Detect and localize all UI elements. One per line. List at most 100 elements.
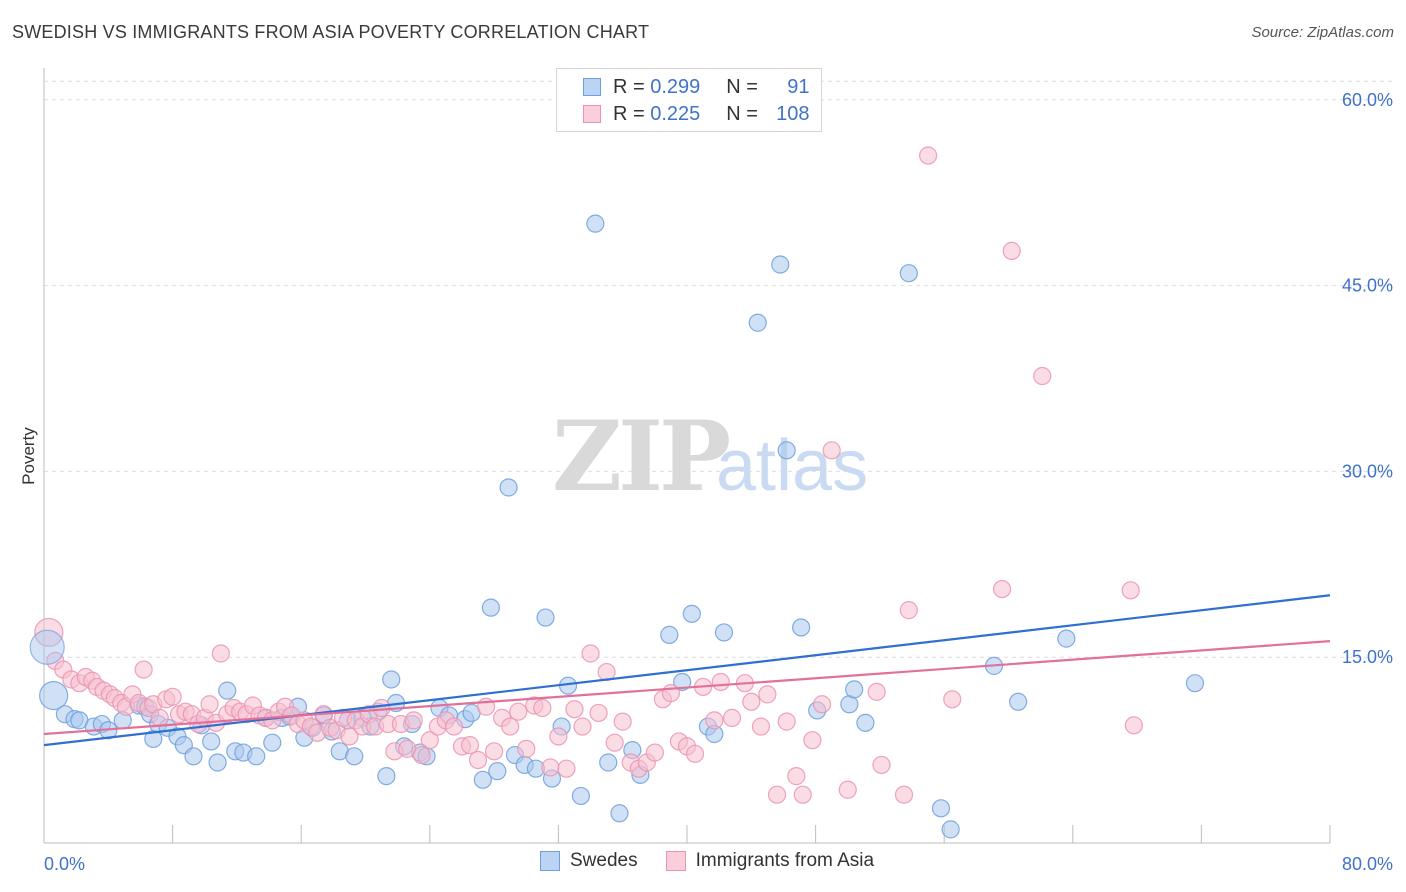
asia-point (803, 731, 822, 750)
asia-point (549, 727, 568, 746)
asia-point (501, 717, 520, 736)
asia-legend-label: Immigrants from Asia (695, 850, 875, 871)
asia-point (919, 146, 938, 165)
grid-lines (44, 80, 1392, 658)
swedes-point (899, 264, 918, 283)
data-points (29, 146, 1205, 839)
asia-point (340, 727, 359, 746)
chart-title: SWEDISH VS IMMIGRANTS FROM ASIA POVERTY … (12, 22, 650, 42)
swedes-point (571, 786, 591, 806)
asia-point (787, 767, 806, 786)
swedes-point (586, 214, 605, 233)
swedes-point (208, 753, 227, 772)
asia-n-value: 108 (776, 102, 810, 125)
swedes-point (499, 478, 518, 497)
asia-point (468, 750, 488, 770)
asia-n-label: N = (726, 102, 758, 125)
swedes-point (1185, 674, 1205, 693)
asia-point (685, 744, 705, 763)
y-axis-label: Poverty (19, 427, 38, 485)
source-label: Source: ZipAtlas.com (1251, 24, 1394, 41)
asia-point (661, 684, 681, 703)
swedes-point (39, 680, 69, 711)
swedes-legend-label: Swedes (570, 850, 638, 871)
correlation-legend: R = 0.299 N = 91 R = 0.225 N = 108 (556, 68, 822, 132)
asia-point (517, 739, 536, 758)
asia-point (420, 731, 439, 750)
asia-point (1033, 366, 1052, 386)
swedes-point (377, 767, 396, 786)
y-tick-label: 60.0% (1342, 90, 1393, 110)
swedes-point (714, 623, 734, 642)
asia-point (992, 579, 1012, 599)
swedes-point (856, 713, 875, 732)
x-tick-label-min: 0.0% (44, 854, 85, 874)
swedes-point (184, 747, 203, 766)
swedes-point (218, 681, 237, 700)
asia-point (1124, 716, 1143, 735)
x-tick-label-max: 80.0% (1342, 854, 1393, 874)
axes (43, 68, 1331, 844)
swedes-trend-line (43, 594, 1331, 747)
swedes-n-value: 91 (787, 75, 810, 98)
swedes-point (1057, 629, 1076, 648)
swedes-point (1009, 692, 1028, 711)
asia-point (444, 717, 464, 736)
swedes-r-value: 0.299 (650, 75, 701, 98)
asia-point (758, 685, 777, 704)
asia-point (581, 644, 600, 663)
asia-point (460, 736, 480, 755)
asia-point (150, 708, 169, 727)
swedes-point (599, 753, 618, 772)
asia-point (533, 698, 552, 718)
asia-point (573, 717, 592, 736)
asia-point (645, 743, 664, 762)
swedes-swatch (583, 78, 601, 96)
swedes-point (345, 747, 364, 766)
asia-point (722, 708, 742, 727)
asia-point (767, 785, 787, 804)
asia-point (211, 644, 230, 663)
watermark-zip: ZIP (552, 400, 729, 513)
asia-point (711, 672, 730, 692)
swedes-point (488, 762, 507, 781)
asia-point (163, 687, 182, 706)
legend-row-asia: R = 0.225 N = 108 (583, 101, 810, 127)
swedes-n-label: N = (726, 75, 758, 98)
legend-row-swedes: R = 0.299 N = 91 (583, 74, 810, 100)
tick-labels: 15.0% 30.0% 45.0% 60.0% 0.0% 80.0% Poverty (19, 90, 1393, 874)
y-tick-label: 15.0% (1342, 647, 1393, 667)
asia-trend-line (43, 639, 1331, 736)
asia-point (899, 601, 918, 620)
swedes-point (660, 625, 679, 644)
swedes-point (610, 804, 629, 823)
asia-point (605, 733, 624, 752)
asia-point (134, 660, 153, 679)
asia-point (705, 711, 724, 730)
asia-point (943, 690, 962, 709)
asia-point (867, 682, 886, 701)
asia-point (742, 692, 761, 711)
asia-point (589, 703, 608, 723)
swedes-point (202, 732, 221, 751)
swedes-point (792, 618, 811, 637)
asia-point (557, 759, 576, 778)
swedes-point (777, 441, 796, 460)
asia-r-value: 0.225 (650, 102, 701, 125)
asia-point (838, 780, 857, 799)
asia-point (1002, 241, 1021, 260)
asia-point (372, 698, 391, 718)
asia-legend-swatch (665, 851, 686, 871)
swedes-point (481, 598, 500, 617)
series-legend: Swedes Immigrants from Asia (540, 850, 902, 872)
asia-point (872, 755, 891, 775)
swedes-point (673, 672, 692, 692)
asia-point (565, 700, 584, 719)
swedes-r-label: R = (613, 75, 645, 98)
asia-point (412, 745, 431, 765)
swedes-point (682, 604, 701, 623)
asia-point (485, 742, 504, 761)
asia-point (793, 785, 812, 804)
